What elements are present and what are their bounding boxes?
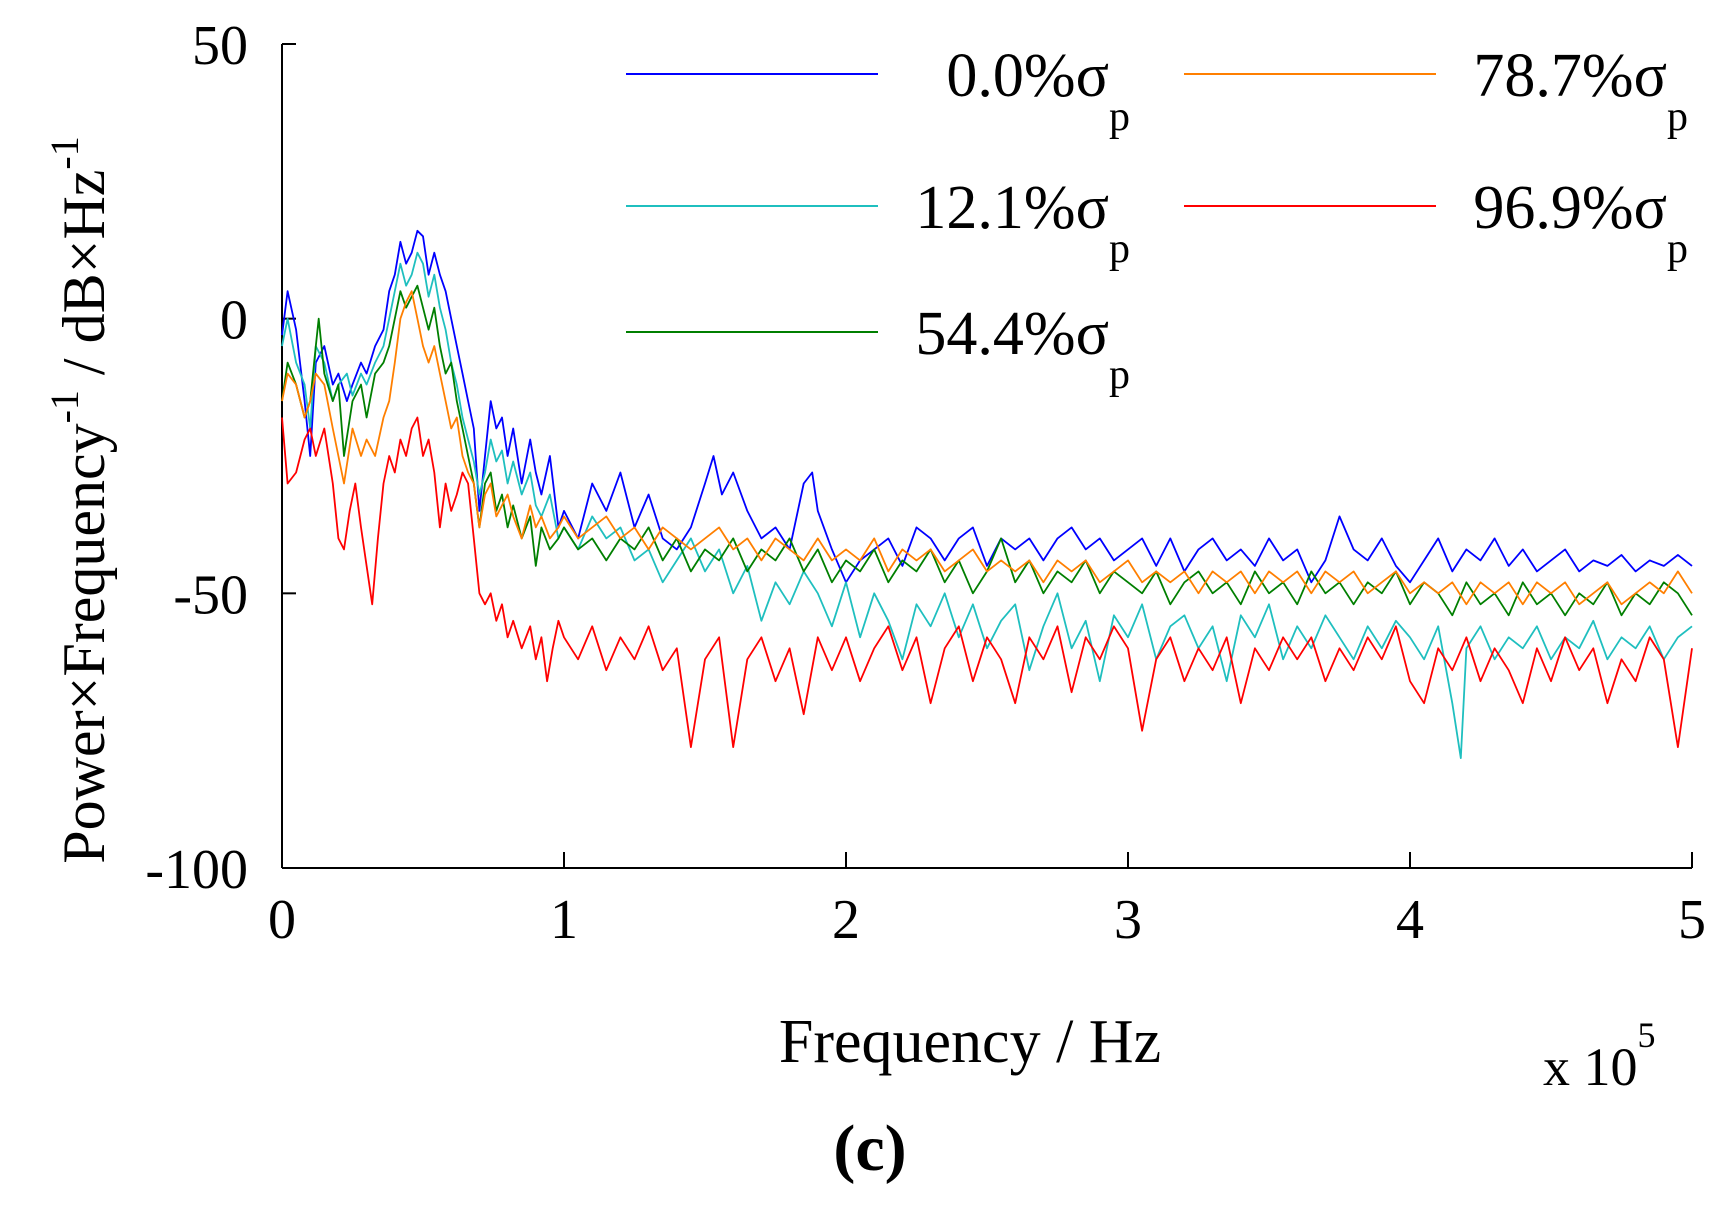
legend-label-main: 12.1%σ	[915, 174, 1109, 242]
axes: 0 1 2 3 4 5 50 0 -50 -100	[145, 15, 1706, 951]
x-tick-label: 5	[1678, 889, 1706, 951]
series-lines	[281, 229, 1693, 759]
legend-label-subscript: p	[1667, 226, 1688, 272]
x-tick-label: 4	[1396, 889, 1424, 951]
panel-label: (c)	[833, 1112, 906, 1185]
legend-label: 12.1%σp	[915, 174, 1130, 272]
legend-label-subscript: p	[1667, 94, 1688, 140]
x-multiplier-exponent: 5	[1638, 1015, 1656, 1055]
series-line	[281, 284, 1693, 617]
legend-label-subscript: p	[1109, 226, 1130, 272]
x-axis-label: Frequency / Hz	[779, 1008, 1161, 1076]
x-tick-label: 0	[268, 889, 296, 951]
legend-label: 54.4%σp	[915, 300, 1130, 398]
legend-label: 78.7%σp	[1473, 42, 1688, 140]
y-label-text: / dB×Hz	[51, 170, 117, 391]
y-tick-label: 0	[220, 290, 248, 352]
x-tick-label: 1	[550, 889, 578, 951]
y-tick-label: -100	[145, 839, 248, 901]
y-tick-label: 50	[192, 15, 248, 77]
series-line	[281, 229, 1693, 584]
series-line	[281, 251, 1693, 759]
x-axis-multiplier: x 105	[1543, 1015, 1656, 1097]
x-tick-label: 3	[1114, 889, 1142, 951]
legend-label-subscript: p	[1109, 94, 1130, 140]
series-line	[281, 290, 1693, 606]
y-tick-label: -50	[173, 564, 248, 626]
legend-label-main: 54.4%σ	[915, 300, 1109, 368]
y-label-superscript: -1	[42, 136, 87, 169]
legend-label-subscript: p	[1109, 352, 1130, 398]
x-tick-label: 2	[832, 889, 860, 951]
legend-label: 0.0%σp	[946, 42, 1130, 140]
x-multiplier-base: x 10	[1543, 1037, 1638, 1097]
axis-labels: Frequency / Hz x 105 (c) Power×Frequency…	[42, 136, 1656, 1185]
y-label-text: Power×Frequency	[51, 423, 117, 863]
legend-label-main: 78.7%σ	[1473, 42, 1667, 110]
legend-label-main: 0.0%σ	[946, 42, 1109, 110]
y-label-superscript: -1	[42, 390, 87, 423]
legend-label: 96.9%σp	[1473, 174, 1688, 272]
legend-label-main: 96.9%σ	[1473, 174, 1667, 242]
y-axis-label: Power×Frequency-1 / dB×Hz-1	[42, 136, 117, 864]
series-line	[281, 416, 1693, 748]
